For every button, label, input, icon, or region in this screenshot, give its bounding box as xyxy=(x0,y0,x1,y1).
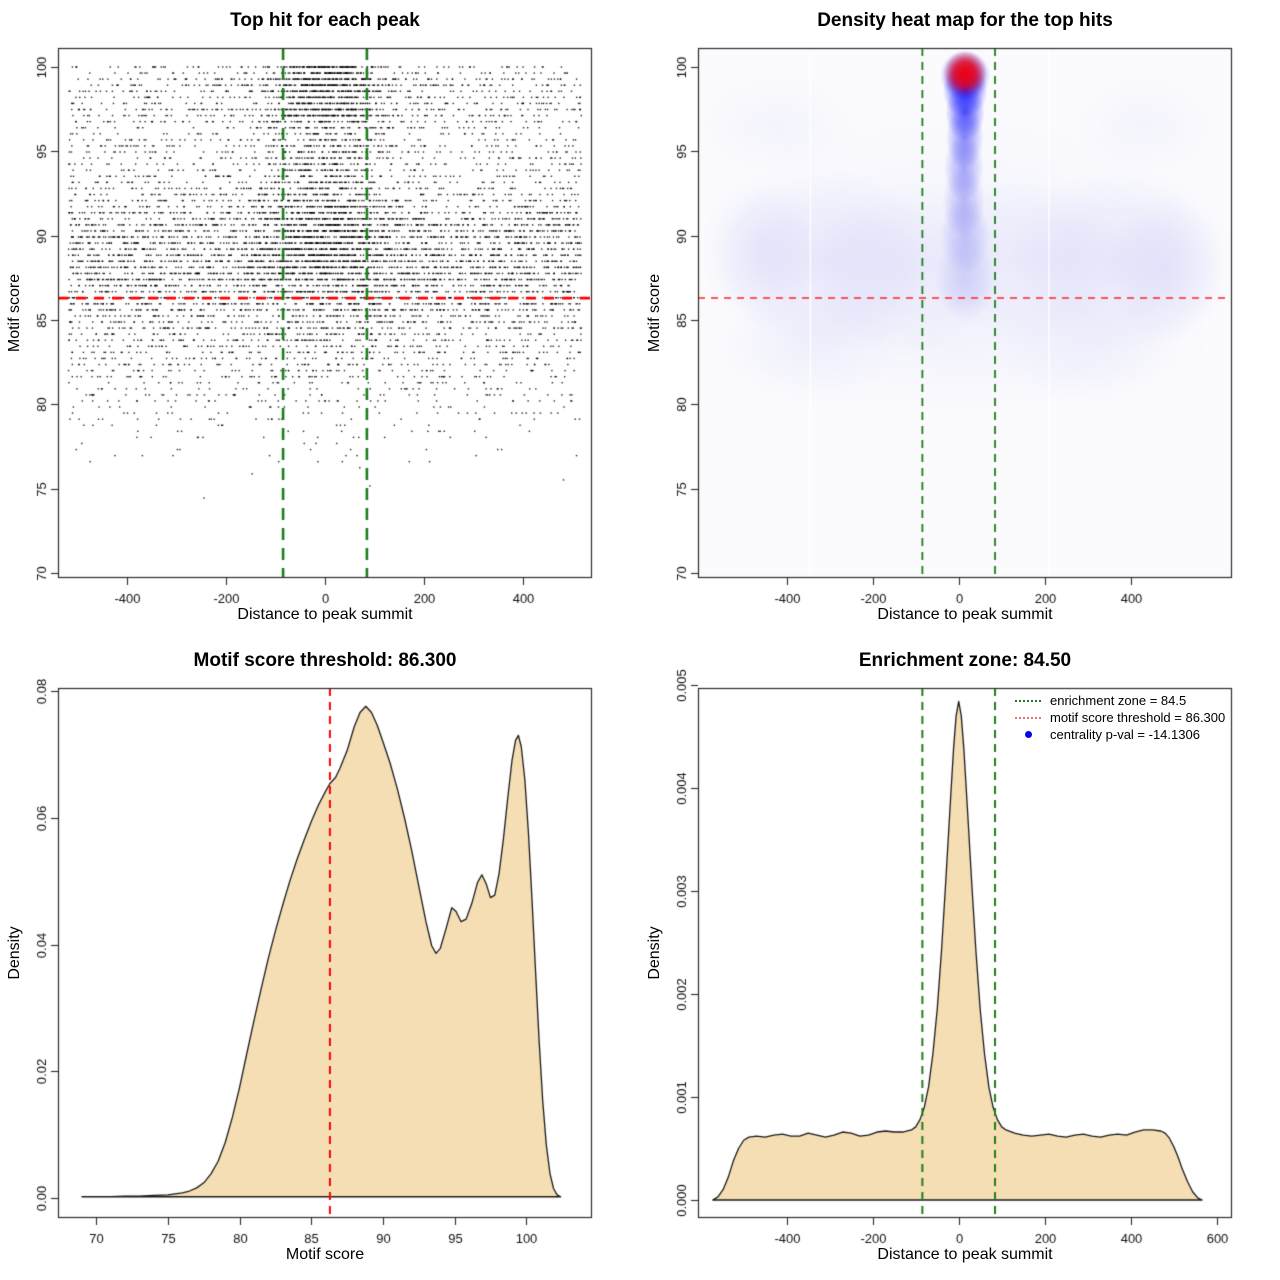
blue-dot-icon xyxy=(1015,731,1041,738)
scatter-plot-canvas xyxy=(0,0,640,640)
x-axis-label: Distance to peak summit xyxy=(877,1246,1053,1263)
panel-top-hit-scatter: Top hit for each peak Distance to peak s… xyxy=(0,0,640,640)
legend-item-centrality-pval: centrality p-val = -14.1306 xyxy=(1015,726,1225,743)
x-axis-label: Motif score xyxy=(285,1246,365,1263)
distance-density-canvas xyxy=(640,640,1280,1280)
panel-distance-density: Enrichment zone: 84.50 Distance to peak … xyxy=(640,640,1280,1280)
heatmap-canvas xyxy=(640,0,1280,640)
enrichment-zone-title: Enrichment zone: 84.50 xyxy=(858,650,1072,671)
y-axis-label: Density xyxy=(646,926,663,980)
y-axis-label: Motif score xyxy=(646,273,663,353)
y-axis-label: Density xyxy=(6,926,23,980)
motif-threshold-title: Motif score threshold: 86.300 xyxy=(193,650,457,671)
page-title: Top hit for each peak xyxy=(230,10,420,31)
y-axis-label: Motif score xyxy=(6,273,23,353)
x-axis-label: Distance to peak summit xyxy=(237,606,413,623)
green-dotted-line-icon xyxy=(1015,699,1041,702)
red-dotted-line-icon xyxy=(1015,716,1041,719)
motif-density-canvas xyxy=(0,640,640,1280)
heatmap-title: Density heat map for the top hits xyxy=(817,10,1113,31)
plot-legend: enrichment zone = 84.5 motif score thres… xyxy=(1015,692,1225,743)
panel-density-heatmap: Density heat map for the top hits Distan… xyxy=(640,0,1280,640)
panel-motif-score-density: Motif score threshold: 86.300 Motif scor… xyxy=(0,640,640,1280)
x-axis-label: Distance to peak summit xyxy=(877,606,1053,623)
legend-item-motif-threshold: motif score threshold = 86.300 xyxy=(1015,709,1225,726)
legend-item-enrichment-zone: enrichment zone = 84.5 xyxy=(1015,692,1225,709)
